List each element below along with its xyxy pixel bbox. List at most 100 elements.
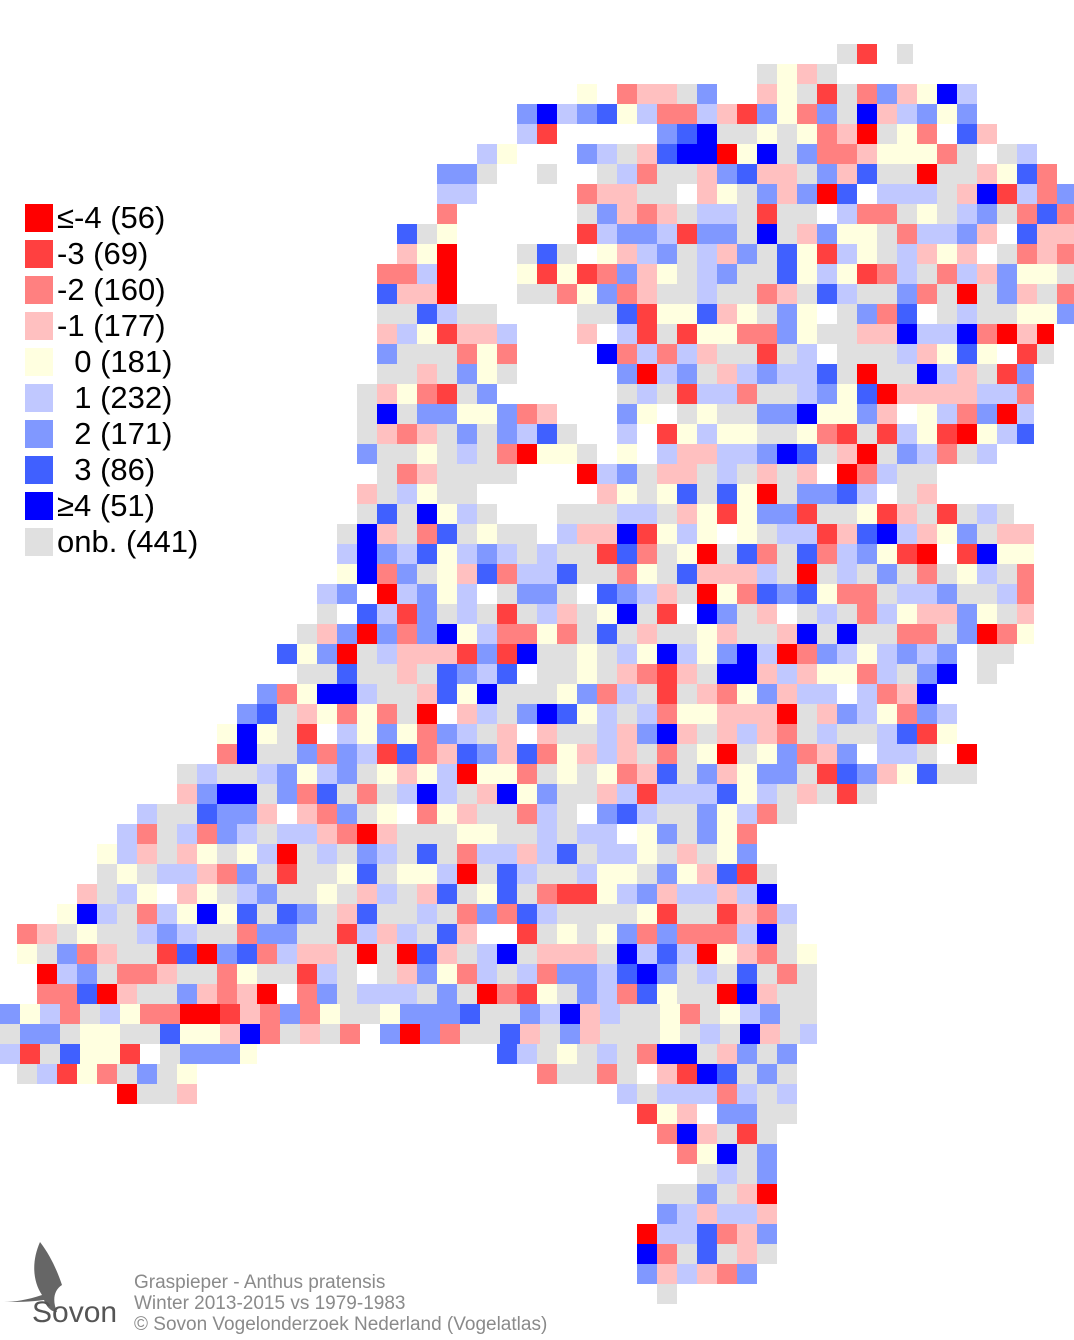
grid-cell	[517, 844, 537, 864]
grid-cell	[677, 164, 697, 184]
grid-cell	[477, 464, 497, 484]
grid-cell	[657, 964, 677, 984]
grid-cell	[457, 484, 477, 504]
grid-cell	[577, 564, 597, 584]
grid-cell	[677, 784, 697, 804]
grid-cell	[417, 744, 437, 764]
grid-cell	[260, 1004, 280, 1024]
grid-cell	[637, 824, 657, 844]
grid-cell	[317, 704, 337, 724]
grid-cell	[777, 324, 797, 344]
grid-cell	[697, 164, 717, 184]
grid-cell	[977, 444, 997, 464]
grid-cell	[1017, 624, 1034, 644]
grid-cell	[617, 484, 637, 504]
grid-cell	[497, 964, 517, 984]
grid-cell	[557, 904, 577, 924]
grid-cell	[577, 84, 597, 104]
period: Winter 2013-2015 vs 1979-1983	[134, 1293, 406, 1314]
grid-cell	[537, 764, 557, 784]
grid-cell	[697, 124, 717, 144]
grid-cell	[337, 884, 357, 904]
grid-cell	[757, 704, 777, 724]
grid-cell	[717, 144, 737, 164]
grid-cell	[680, 1004, 700, 1024]
grid-cell	[757, 1064, 777, 1084]
grid-cell	[897, 424, 917, 444]
grid-cell	[697, 884, 717, 904]
grid-cell	[877, 224, 897, 244]
grid-cell	[437, 204, 457, 224]
grid-cell	[417, 244, 437, 264]
grid-cell	[617, 864, 637, 884]
grid-cell	[617, 164, 637, 184]
grid-cell	[177, 964, 197, 984]
grid-cell	[457, 704, 477, 724]
grid-cell	[657, 124, 677, 144]
grid-cell	[120, 1004, 140, 1024]
grid-cell	[337, 644, 357, 664]
grid-cell	[797, 124, 817, 144]
grid-cell	[717, 284, 737, 304]
grid-cell	[717, 544, 737, 564]
grid-cell	[577, 864, 597, 884]
grid-cell	[337, 984, 357, 1004]
grid-cell	[697, 144, 717, 164]
grid-cell	[797, 624, 817, 644]
grid-cell	[757, 924, 777, 944]
grid-cell	[257, 784, 277, 804]
grid-cell	[937, 104, 957, 124]
grid-cell	[597, 264, 617, 284]
grid-cell	[577, 264, 597, 284]
grid-cell	[117, 904, 137, 924]
grid-cell	[777, 244, 797, 264]
grid-cell	[817, 564, 837, 584]
grid-cell	[657, 544, 677, 564]
grid-cell	[117, 824, 137, 844]
grid-cell	[200, 1044, 220, 1064]
grid-cell	[557, 664, 577, 684]
grid-cell	[837, 304, 857, 324]
grid-cell	[217, 864, 237, 884]
grid-cell	[857, 484, 877, 504]
grid-cell	[857, 384, 877, 404]
grid-cell	[477, 384, 497, 404]
grid-cell	[477, 704, 497, 724]
grid-cell	[677, 644, 697, 664]
legend-label: onb. (441)	[57, 524, 199, 559]
grid-cell	[577, 444, 597, 464]
grid-cell	[737, 304, 757, 324]
grid-cell	[717, 704, 737, 724]
grid-cell	[237, 924, 257, 944]
grid-cell	[457, 344, 477, 364]
grid-cell	[777, 384, 797, 404]
grid-cell	[877, 244, 897, 264]
grid-cell	[637, 1044, 657, 1064]
grid-cell	[977, 424, 997, 444]
grid-cell	[357, 404, 377, 424]
grid-cell	[517, 964, 537, 984]
grid-cell	[977, 564, 997, 584]
grid-cell	[837, 184, 857, 204]
grid-cell	[677, 364, 697, 384]
grid-cell	[857, 704, 877, 724]
grid-cell	[897, 524, 917, 544]
grid-cell	[720, 1004, 740, 1024]
grid-cell	[397, 824, 417, 844]
legend: ≤-4 (56) -3 (69) -2 (160) -1 (177) 0 (181) …	[25, 200, 198, 560]
grid-cell	[620, 1024, 640, 1044]
grid-cell	[177, 844, 197, 864]
grid-cell	[297, 904, 317, 924]
grid-cell	[797, 744, 817, 764]
grid-cell	[357, 704, 377, 724]
grid-cell	[657, 184, 677, 204]
grid-cell	[657, 484, 677, 504]
grid-cell	[697, 744, 717, 764]
grid-cell	[197, 884, 217, 904]
grid-cell	[597, 864, 617, 884]
grid-cell	[997, 564, 1017, 584]
grid-cell	[297, 724, 317, 744]
grid-cell	[777, 964, 797, 984]
grid-cell	[917, 344, 937, 364]
grid-cell	[397, 884, 417, 904]
